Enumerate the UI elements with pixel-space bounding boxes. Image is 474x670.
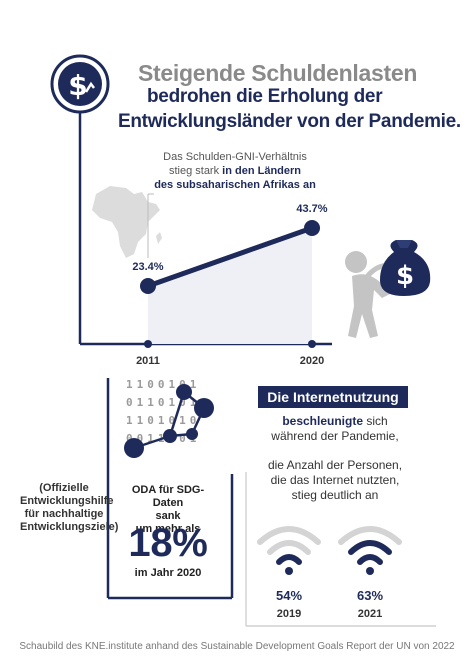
x-tick-label: 2020 xyxy=(300,355,324,367)
x-tick-label: 2011 xyxy=(136,355,160,367)
svg-text:$: $ xyxy=(396,261,414,291)
internet-2019-percent: 54% xyxy=(275,588,303,603)
svg-text:$: $ xyxy=(68,69,87,102)
annotation-bold-3: des subsaharischen Afrikas an xyxy=(154,179,316,191)
data-point xyxy=(304,220,320,236)
wifi-icon xyxy=(257,526,321,575)
title-line-2: bedrohen die Erholung der xyxy=(147,86,383,107)
internet-text-1b: während der Pandemie, xyxy=(271,429,399,443)
binary-row: 1101010 xyxy=(126,414,200,427)
internet-bold: beschleunigte xyxy=(282,414,363,428)
x-tick-mark xyxy=(144,340,152,348)
annotation-bold-2: in den Ländern xyxy=(222,165,302,177)
internet-text-1: beschleunigte sich während der Pandemie, xyxy=(245,414,425,444)
chart-annotation: Das Schulden-GNI-Verhältnis stieg stark … xyxy=(150,150,320,192)
oda-statement: ODA für SDG-Daten sank um mehr als xyxy=(118,484,218,536)
internet-2021-percent: 63% xyxy=(356,588,384,603)
oda-line-2: sank xyxy=(155,510,181,522)
oda-year: im Jahr 2020 xyxy=(134,567,202,579)
dollar-coin-icon: $ xyxy=(50,54,110,114)
x-tick-mark xyxy=(308,340,316,348)
africa-map-icon xyxy=(92,186,162,258)
title-line-3: Entwicklungsländer von der Pandemie. xyxy=(118,111,461,132)
internet-text-2: die Anzahl der Personen, die das Interne… xyxy=(245,458,425,503)
internet-2021-year: 2021 xyxy=(357,608,383,620)
oda-percent: 18% xyxy=(128,521,208,565)
person-carrying-money-bag-icon: $ xyxy=(345,240,431,338)
internet-text-2a: die Anzahl der Personen, xyxy=(267,458,403,472)
wifi-icon xyxy=(338,526,402,575)
oda-definition: (Offizielle Entwicklungshilfe für nachha… xyxy=(20,482,119,533)
oda-line-1: ODA für SDG-Daten xyxy=(131,484,205,509)
series-line xyxy=(145,225,315,289)
internet-title: Die Internetnutzung xyxy=(258,386,408,408)
oda-line-3: um mehr als xyxy=(135,523,201,535)
internet-text-1a: sich xyxy=(366,414,388,428)
title-line-1: Steigende Schuldenlasten xyxy=(138,60,418,86)
data-label: 23.4% xyxy=(132,261,163,273)
data-label: 43.7% xyxy=(296,203,327,215)
internet-2019-year: 2019 xyxy=(276,608,302,620)
annotation-text-1: Das Schulden-GNI-Verhältnis xyxy=(163,151,307,163)
internet-text-2c: stieg deutlich an xyxy=(291,488,379,502)
source-footer: Schaubild des KNE.institute anhand des S… xyxy=(19,641,455,652)
chart-area-fill xyxy=(148,228,312,344)
internet-text-2b: die das Internet nutzten, xyxy=(270,473,400,487)
data-point xyxy=(140,278,156,294)
annotation-text-2: stieg stark xyxy=(168,165,220,177)
debt-line-chart: 23.4% 2011 43.7% 2020 xyxy=(132,193,328,367)
